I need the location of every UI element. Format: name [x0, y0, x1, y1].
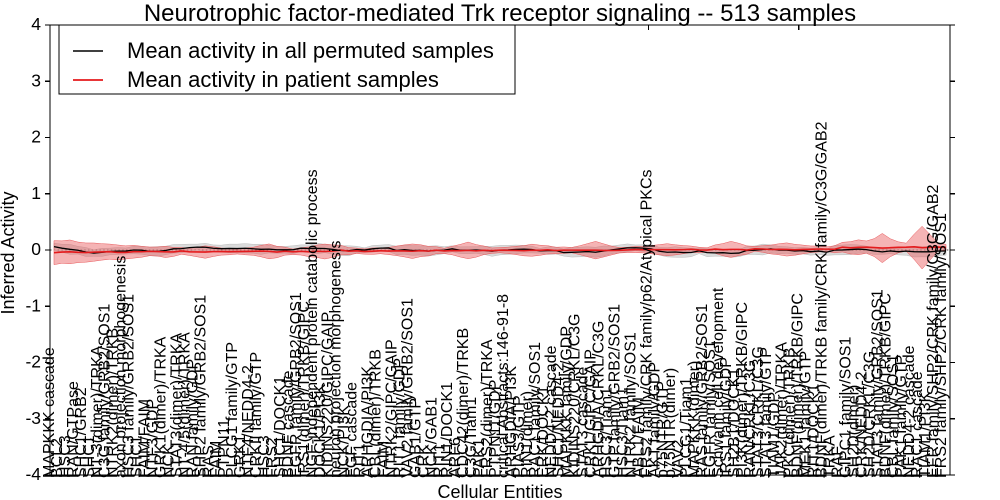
svg-text:-4: -4 — [25, 464, 41, 484]
svg-text:-1: -1 — [25, 295, 41, 315]
svg-text:Inferred Activity: Inferred Activity — [0, 191, 18, 314]
svg-text:Cellular Entities: Cellular Entities — [437, 482, 562, 500]
svg-text:1: 1 — [31, 183, 41, 203]
svg-text:0: 0 — [31, 239, 41, 259]
svg-text:2: 2 — [31, 127, 41, 147]
svg-text:FRS2 family/SHP2/CRK family/SO: FRS2 family/SHP2/CRK family/SOS1 — [933, 213, 950, 478]
svg-text:4: 4 — [31, 14, 41, 34]
svg-text:-2: -2 — [25, 352, 41, 372]
svg-text:Mean activity in patient sampl: Mean activity in patient samples — [127, 67, 439, 92]
svg-text:3: 3 — [31, 70, 41, 90]
svg-text:Mean activity in all permuted: Mean activity in all permuted samples — [127, 38, 494, 63]
svg-text:Neurotrophic factor-mediated T: Neurotrophic factor-mediated Trk recepto… — [144, 0, 856, 27]
svg-text:BDNF(dimer)/TRKB family/CRK fa: BDNF(dimer)/TRKB family/CRK family/C3G/G… — [814, 121, 831, 478]
svg-text:-3: -3 — [25, 408, 41, 428]
